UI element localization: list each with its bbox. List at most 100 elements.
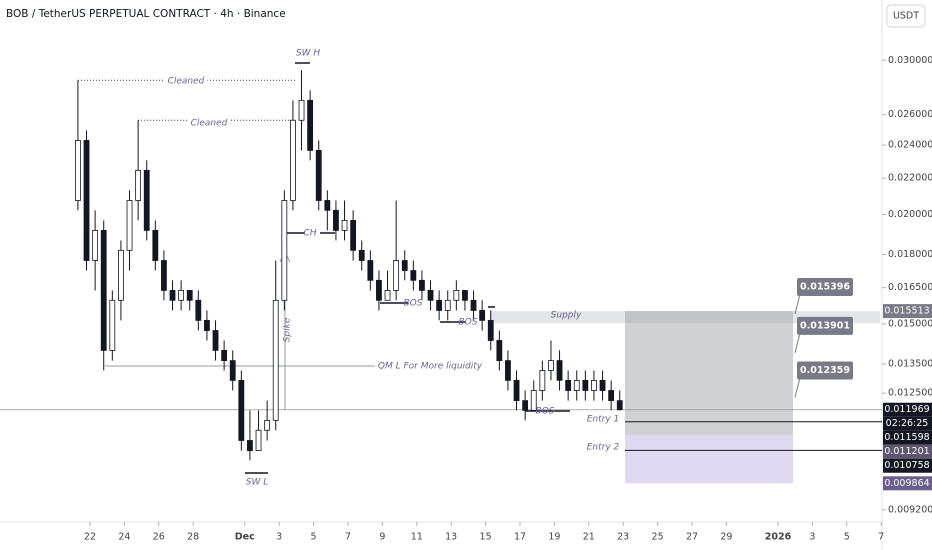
currency: USDT: [893, 11, 919, 22]
target-label-bg: [797, 277, 853, 296]
price-tag: 0.015513: [884, 306, 929, 317]
x-tick-label: 17: [514, 532, 526, 543]
chart-title: BOB / TetherUS PERPETUAL CONTRACT · 4h ·…: [6, 8, 286, 20]
supply-band: [490, 311, 880, 324]
candle-body: [255, 429, 262, 451]
candle-body: [152, 229, 159, 261]
x-tick-label: 5: [844, 532, 850, 543]
x-tick-label: 25: [652, 532, 664, 543]
target-label-bg: [797, 316, 853, 335]
target-label-bg: [797, 361, 853, 380]
x-tick-label: Dec: [235, 532, 255, 543]
candle-body: [548, 360, 554, 371]
annotation: Cleaned: [168, 77, 205, 87]
x-tick-label: 26: [153, 532, 165, 543]
x-tick-label: 22: [84, 532, 96, 543]
candle-body: [135, 169, 142, 201]
target-pointer: [794, 332, 801, 353]
x-tick-label: 2026: [765, 532, 792, 543]
candle-body: [479, 310, 486, 321]
y-tick-label: 0.013500: [888, 358, 932, 369]
candle-body: [522, 400, 529, 411]
candle-body: [367, 260, 374, 281]
candle-body: [92, 229, 99, 261]
y-tick-label: 0.024000: [888, 140, 932, 151]
x-tick-label: 3: [809, 532, 815, 543]
candle-body: [496, 340, 503, 361]
annotation: CH: [303, 229, 316, 239]
x-tick-label: 9: [379, 532, 385, 543]
candle-body: [126, 200, 133, 251]
candle-body: [599, 379, 606, 391]
candle-body: [565, 379, 572, 391]
x-tick-label: 29: [720, 532, 732, 543]
target-label: 0.013901: [800, 320, 850, 331]
candle-body: [608, 390, 615, 402]
candle-body: [410, 270, 417, 281]
candle-body: [143, 169, 150, 231]
x-tick-label: 3: [276, 532, 282, 543]
y-tick-label: 0.016500: [888, 282, 932, 293]
candle-body: [195, 299, 202, 321]
candle-body: [358, 249, 365, 261]
candle-body: [401, 260, 408, 271]
candle-body: [204, 319, 210, 331]
candle-body: [298, 99, 305, 121]
price-tag: 0.010758: [884, 460, 929, 471]
candle-body: [444, 299, 451, 311]
x-tick-label: 28: [187, 532, 199, 543]
candle-body: [419, 279, 425, 291]
x-tick-label: 21: [583, 532, 595, 543]
annotation-bg: [187, 117, 231, 129]
candle-body: [470, 299, 477, 311]
candle-body: [384, 290, 391, 301]
price-tag-bg: [883, 416, 932, 431]
candle-body: [513, 379, 520, 402]
x-tick-label: 11: [411, 532, 423, 543]
x-tick-label: 15: [480, 532, 492, 543]
price-tag-bg: [883, 430, 932, 445]
x-tick-label: 7: [345, 532, 351, 543]
annotation: BOS: [459, 318, 478, 328]
candle-body: [582, 379, 589, 391]
currency-box[interactable]: [886, 4, 926, 28]
candle-body: [75, 140, 81, 201]
candle-body: [556, 360, 563, 381]
price-tag: 0.011201: [884, 446, 929, 457]
candle-body: [186, 290, 193, 301]
candle-body: [161, 260, 167, 291]
price-tag-bg: [883, 458, 932, 473]
price-tag-bg: [883, 444, 932, 459]
y-tick-label: 0.015000: [888, 318, 932, 329]
candle-body: [118, 249, 124, 301]
candle-body: [307, 99, 314, 151]
candle-body: [341, 220, 348, 231]
x-tick-label: 13: [445, 532, 457, 543]
candle-body: [272, 299, 279, 421]
x-tick-label: 19: [548, 532, 560, 543]
candle-body: [393, 260, 400, 291]
candle-body: [505, 360, 511, 381]
y-tick-label: 0.022000: [888, 173, 932, 184]
annotation: Cleaned: [191, 119, 228, 129]
x-tick-label: 23: [617, 532, 629, 543]
candle-body: [229, 360, 236, 381]
annotation-bg: [374, 360, 486, 372]
price-tag-bg: [883, 476, 932, 491]
candle-body: [290, 119, 296, 201]
candle-body: [238, 379, 245, 441]
target-pointer: [794, 377, 801, 398]
candle-body: [530, 390, 537, 411]
candle-body: [333, 209, 339, 231]
y-tick-label: 0.030000: [888, 55, 932, 66]
candle-body: [264, 419, 271, 431]
x-tick-label: 24: [118, 532, 130, 543]
candle-body: [436, 299, 443, 311]
candle-body: [539, 370, 546, 391]
x-tick-label: 27: [686, 532, 698, 543]
price-tag: 0.009864: [884, 478, 929, 489]
candle-body: [376, 279, 382, 301]
candle-body: [487, 319, 494, 341]
